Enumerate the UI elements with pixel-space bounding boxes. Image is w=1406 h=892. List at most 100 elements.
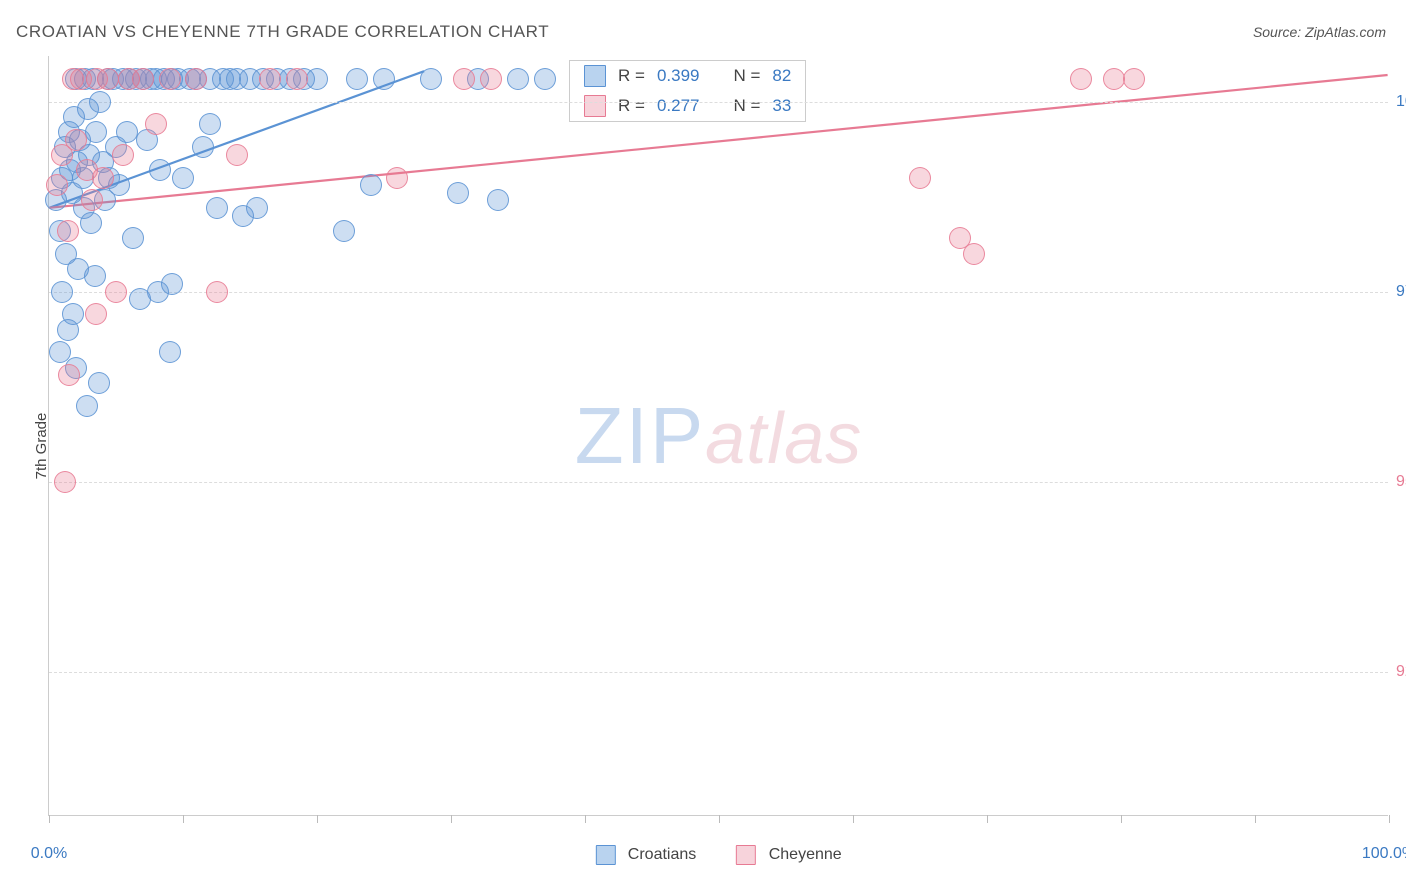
square-icon bbox=[595, 845, 615, 865]
data-point bbox=[58, 364, 80, 386]
data-point bbox=[386, 167, 408, 189]
stats-row-cheyenne: R = 0.277 N = 33 bbox=[570, 91, 805, 121]
x-tick-mark bbox=[183, 815, 184, 823]
gridline bbox=[49, 672, 1388, 673]
x-tick-mark bbox=[987, 815, 988, 823]
data-point bbox=[54, 471, 76, 493]
data-point bbox=[373, 68, 395, 90]
stat-R-label: R = bbox=[618, 66, 645, 86]
data-point bbox=[112, 144, 134, 166]
stat-R-value: 0.277 bbox=[657, 96, 700, 116]
data-point bbox=[199, 113, 221, 135]
y-tick-label: 95.0% bbox=[1390, 473, 1406, 491]
data-point bbox=[206, 197, 228, 219]
data-point bbox=[88, 372, 110, 394]
data-point bbox=[84, 265, 106, 287]
x-tick-mark bbox=[1255, 815, 1256, 823]
data-point bbox=[226, 144, 248, 166]
gridline bbox=[49, 482, 1388, 483]
data-point bbox=[360, 174, 382, 196]
data-point bbox=[122, 227, 144, 249]
data-point bbox=[62, 303, 84, 325]
y-tick-label: 100.0% bbox=[1390, 93, 1406, 111]
data-point bbox=[97, 68, 119, 90]
x-tick-mark bbox=[49, 815, 50, 823]
data-point bbox=[159, 341, 181, 363]
data-point bbox=[963, 243, 985, 265]
x-tick-mark bbox=[451, 815, 452, 823]
stats-row-croatians: R = 0.399 N = 82 bbox=[570, 61, 805, 91]
data-point bbox=[76, 395, 98, 417]
legend-bottom: Croatians Cheyenne bbox=[595, 845, 841, 865]
data-point bbox=[85, 303, 107, 325]
data-point bbox=[159, 68, 181, 90]
data-point bbox=[85, 121, 107, 143]
x-tick-mark bbox=[719, 815, 720, 823]
data-point bbox=[1123, 68, 1145, 90]
plot-area: ZIPatlas R = 0.399 N = 82 R = 0.277 N = … bbox=[48, 56, 1388, 816]
data-point bbox=[333, 220, 355, 242]
data-point bbox=[206, 281, 228, 303]
x-axis-label: 100.0% bbox=[1362, 845, 1406, 863]
data-point bbox=[145, 113, 167, 135]
data-point bbox=[507, 68, 529, 90]
data-point bbox=[46, 174, 68, 196]
data-point bbox=[147, 281, 169, 303]
data-point bbox=[346, 68, 368, 90]
legend-label: Cheyenne bbox=[769, 846, 842, 863]
x-tick-mark bbox=[1389, 815, 1390, 823]
chart-title: CROATIAN VS CHEYENNE 7TH GRADE CORRELATI… bbox=[16, 22, 549, 42]
gridline bbox=[49, 292, 1388, 293]
stat-N-value: 33 bbox=[772, 96, 791, 116]
data-point bbox=[65, 129, 87, 151]
data-point bbox=[259, 68, 281, 90]
stats-legend: R = 0.399 N = 82 R = 0.277 N = 33 bbox=[569, 60, 806, 122]
chart-container: CROATIAN VS CHEYENNE 7TH GRADE CORRELATI… bbox=[0, 0, 1406, 892]
data-point bbox=[149, 159, 171, 181]
x-tick-mark bbox=[585, 815, 586, 823]
square-icon bbox=[584, 65, 606, 87]
data-point bbox=[487, 189, 509, 211]
legend-label: Croatians bbox=[628, 846, 696, 863]
data-point bbox=[92, 167, 114, 189]
square-icon bbox=[584, 95, 606, 117]
data-point bbox=[116, 121, 138, 143]
data-point bbox=[453, 68, 475, 90]
data-point bbox=[909, 167, 931, 189]
data-point bbox=[420, 68, 442, 90]
data-point bbox=[447, 182, 469, 204]
data-point bbox=[1103, 68, 1125, 90]
data-point bbox=[534, 68, 556, 90]
x-axis-label: 0.0% bbox=[31, 845, 67, 863]
data-point bbox=[51, 281, 73, 303]
data-point bbox=[246, 197, 268, 219]
data-point bbox=[105, 281, 127, 303]
data-point bbox=[57, 220, 79, 242]
stat-N-label: N = bbox=[733, 66, 760, 86]
stat-R-value: 0.399 bbox=[657, 66, 700, 86]
stat-N-label: N = bbox=[733, 96, 760, 116]
data-point bbox=[480, 68, 502, 90]
data-point bbox=[49, 341, 71, 363]
data-point bbox=[80, 212, 102, 234]
data-point bbox=[306, 68, 328, 90]
data-point bbox=[132, 68, 154, 90]
y-tick-label: 97.5% bbox=[1390, 283, 1406, 301]
trend-lines bbox=[49, 56, 1388, 815]
x-tick-mark bbox=[853, 815, 854, 823]
x-tick-mark bbox=[1121, 815, 1122, 823]
legend-item-croatians: Croatians bbox=[595, 845, 696, 865]
data-point bbox=[286, 68, 308, 90]
stat-N-value: 82 bbox=[772, 66, 791, 86]
data-point bbox=[81, 189, 103, 211]
data-point bbox=[1070, 68, 1092, 90]
source-attribution: Source: ZipAtlas.com bbox=[1253, 24, 1386, 40]
x-tick-mark bbox=[317, 815, 318, 823]
gridline bbox=[49, 102, 1388, 103]
legend-item-cheyenne: Cheyenne bbox=[736, 845, 841, 865]
stat-R-label: R = bbox=[618, 96, 645, 116]
y-tick-label: 92.5% bbox=[1390, 663, 1406, 681]
data-point bbox=[185, 68, 207, 90]
square-icon bbox=[736, 845, 756, 865]
data-point bbox=[172, 167, 194, 189]
